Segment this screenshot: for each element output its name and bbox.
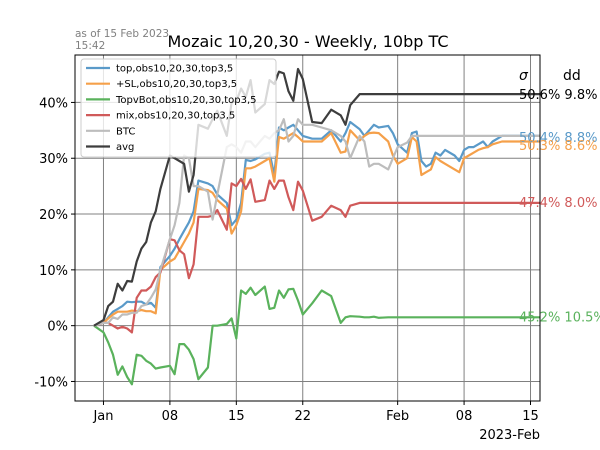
series-layer	[93, 67, 540, 386]
x-axis-offset-label: 2023-Feb	[479, 428, 540, 443]
legend-label: BTC	[116, 126, 135, 137]
legend-items: top,obs10,20,30,top3,5 +SL,obs10,20,30,to…	[86, 64, 257, 153]
x-tick-label: Feb	[386, 409, 409, 424]
end-stat-label: 47.4% 8.0%	[519, 196, 597, 211]
series-line-5	[93, 67, 540, 327]
plot-frame	[74, 54, 541, 402]
x-tick-label: Jan	[92, 409, 113, 424]
series-line-3	[93, 177, 540, 334]
y-tick-label: -10%	[34, 375, 68, 390]
y-tick-label: 0%	[47, 320, 68, 335]
y-tick-label: 30%	[39, 152, 68, 167]
drawdown-header: dd	[563, 68, 581, 84]
end-labels: 50.4% 8.8%50.3% 8.6% 45.2% 10.5% 47.4% 8.0…	[519, 88, 600, 326]
legend-box	[80, 58, 277, 158]
series-line-4	[93, 118, 540, 327]
y-tick-label: 10%	[39, 264, 68, 279]
series-line-1	[93, 129, 540, 327]
axes-layer: Jan 08 15 22 Feb 08 15 -10% 0% 10% 20% 30% 40%	[34, 96, 538, 424]
x-tick-label: 08	[456, 409, 473, 424]
series-line-2	[93, 285, 540, 386]
as-of-timestamp-line-2: 15:42	[75, 40, 105, 52]
x-tick-label: 15	[522, 409, 539, 424]
legend-label: +SL,obs10,20,30,top3,5	[116, 79, 237, 90]
legend-label: TopvBot,obs10,20,30,top3,5	[115, 95, 257, 106]
end-stat-label: 50.6% 9.8%	[519, 88, 597, 103]
as-of-timestamp-line-1: as of 15 Feb 2023	[75, 28, 169, 40]
x-tick-label: 08	[162, 409, 179, 424]
legend: top,obs10,20,30,top3,5 +SL,obs10,20,30,to…	[80, 58, 277, 158]
end-stat-label: 50.4% 8.8%	[519, 131, 597, 146]
y-tick-label: 20%	[39, 208, 68, 223]
legend-label: top,obs10,20,30,top3,5	[116, 64, 233, 75]
sigma-header: σ	[519, 68, 529, 84]
legend-label: avg	[116, 142, 134, 153]
x-tick-label: 22	[294, 409, 311, 424]
legend-label: mix,obs10,20,30,top3,5	[116, 111, 235, 122]
y-tick-label: 40%	[39, 96, 68, 111]
x-tick-label: 15	[228, 409, 245, 424]
end-stat-label: 50.3% 8.6%	[519, 139, 597, 154]
chart-title: Mozaic 10,20,30 - Weekly, 10bp TC	[167, 32, 448, 51]
end-stat-label: 45.2% 10.5%	[519, 311, 600, 326]
